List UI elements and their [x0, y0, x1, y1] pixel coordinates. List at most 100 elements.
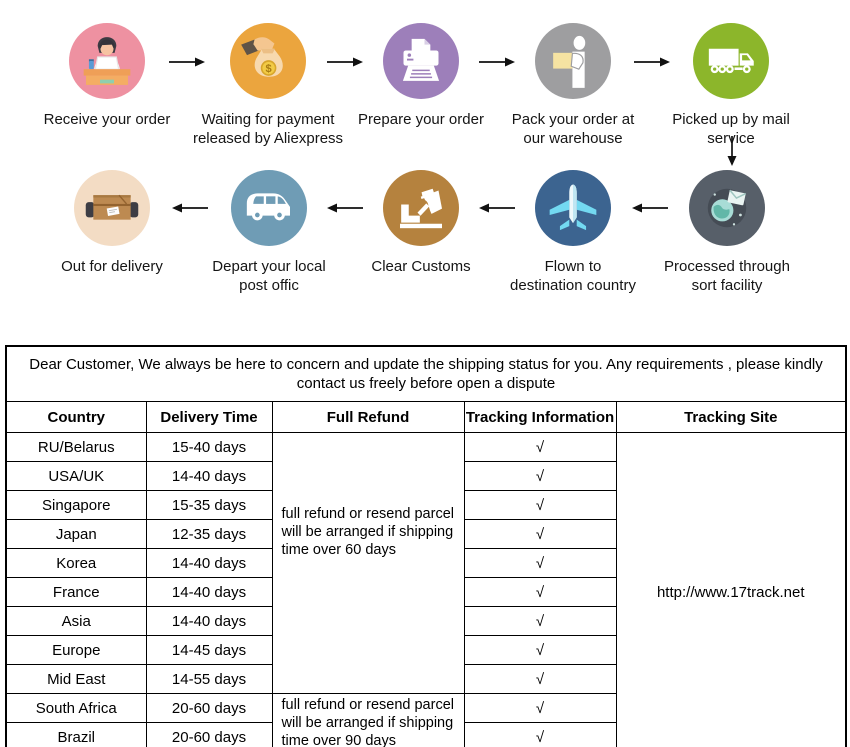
refund-policy-60-days: full refund or resend parcel will be arr…: [281, 506, 455, 558]
step-pack-order: Pack your order at our warehouse: [491, 23, 655, 148]
country-cell: Mid East: [5, 664, 147, 694]
col-header-country: Country: [5, 401, 147, 433]
table-row: Asia 14-40 days √: [5, 606, 846, 636]
step-label: Pack your order at our warehouse: [511, 111, 635, 147]
tracking-check: √: [463, 519, 617, 549]
delivery-time-cell: 14-40 days: [145, 606, 273, 636]
tracking-check: √: [463, 635, 617, 665]
country-cell: South Africa: [5, 693, 147, 723]
step-label: Prepare your order: [358, 111, 484, 128]
delivery-time-cell: 14-45 days: [145, 635, 273, 665]
table-row: Japan 12-35 days √: [5, 519, 846, 549]
arrow-left-icon: [172, 203, 208, 213]
tracking-site-cell: http://www.17track.net: [615, 432, 847, 747]
full-refund-cell: full refund or resend parcel will be arr…: [271, 432, 465, 694]
step-picked-up: Picked up by mail service: [649, 23, 813, 148]
country-cell: Singapore: [5, 490, 147, 520]
tracking-check: √: [463, 606, 617, 636]
tracking-check: √: [463, 432, 617, 462]
shipping-table: Dear Customer, We always be here to conc…: [5, 345, 848, 747]
country-cell: Asia: [5, 606, 147, 636]
arrow-right-icon: [479, 57, 515, 67]
step-prepare-order: Prepare your order: [339, 23, 503, 129]
refund-policy-90-days: full refund or resend parcel will be arr…: [281, 696, 455, 747]
step-label: Picked up by mail service: [672, 111, 790, 147]
tracking-check: √: [463, 693, 617, 723]
delivery-time-cell: 20-60 days: [145, 693, 273, 723]
col-header-tracking-information: Tracking Information: [463, 401, 617, 433]
delivery-time-cell: 14-40 days: [145, 577, 273, 607]
tracking-check: √: [463, 664, 617, 694]
arrow-down-icon: [727, 136, 737, 166]
table-row: Singapore 15-35 days √: [5, 490, 846, 520]
table-row: South Africa 20-60 days full refund or r…: [5, 693, 846, 747]
delivery-time-cell: 12-35 days: [145, 519, 273, 549]
table-row: USA/UK 14-40 days √: [5, 461, 846, 491]
country-cell: Korea: [5, 548, 147, 578]
shipping-process-diagram: Receive your order $ Waiting for payment…: [0, 0, 850, 345]
tracking-site-url: http://www.17track.net: [656, 583, 805, 601]
step-clear-customs: Clear Customs: [339, 170, 503, 276]
tracking-check: √: [463, 577, 617, 607]
tracking-check: √: [463, 490, 617, 520]
col-header-delivery-time: Delivery Time: [145, 401, 273, 433]
table-row: France 14-40 days √: [5, 577, 846, 607]
country-cell: Japan: [5, 519, 147, 549]
step-sort-facility: Processed through sort facility: [645, 170, 809, 295]
step-label: Flown to destination country: [510, 258, 636, 294]
package-hands-icon: [74, 170, 150, 246]
customs-officer-icon: [383, 170, 459, 246]
delivery-time-cell: 15-40 days: [145, 432, 273, 462]
table-row: Brazil 20-60 days √: [5, 722, 846, 747]
airplane-icon: [535, 170, 611, 246]
truck-icon: [693, 23, 769, 99]
step-depart-post-office: Depart your local post offic: [187, 170, 351, 295]
notice-row: Dear Customer, We always be here to conc…: [5, 345, 847, 402]
step-waiting-payment: $ Waiting for payment released by Aliexp…: [186, 23, 350, 148]
step-label: Waiting for payment released by Aliexpre…: [192, 111, 344, 147]
step-out-for-delivery: Out for delivery: [30, 170, 194, 276]
country-cell: Europe: [5, 635, 147, 665]
step-receive-order: Receive your order: [25, 23, 189, 129]
delivery-time-cell: 20-60 days: [145, 722, 273, 747]
header-row: Country Delivery Time Full Refund Tracki…: [5, 401, 847, 433]
arrow-left-icon: [479, 203, 515, 213]
country-cell: USA/UK: [5, 461, 147, 491]
delivery-time-cell: 14-40 days: [145, 461, 273, 491]
step-flown: Flown to destination country: [491, 170, 655, 295]
col-header-tracking-site: Tracking Site: [615, 401, 847, 433]
tracking-check: √: [463, 461, 617, 491]
printer-icon: [383, 23, 459, 99]
arrow-right-icon: [327, 57, 363, 67]
step-label: Out for delivery: [61, 258, 163, 275]
tracking-check: √: [463, 722, 617, 747]
col-header-full-refund: Full Refund: [271, 401, 465, 433]
money-bag-icon: $: [230, 23, 306, 99]
step-label: Receive your order: [43, 111, 171, 128]
table-row: RU/Belarus 15-40 days full refund or res…: [5, 432, 847, 747]
delivery-time-cell: 14-40 days: [145, 548, 273, 578]
arrow-left-icon: [327, 203, 363, 213]
delivery-time-cell: 15-35 days: [145, 490, 273, 520]
arrow-right-icon: [169, 57, 205, 67]
table-row: Europe 14-45 days √: [5, 635, 846, 665]
arrow-right-icon: [634, 57, 670, 67]
arrow-left-icon: [632, 203, 668, 213]
customer-notice: Dear Customer, We always be here to conc…: [5, 345, 847, 402]
delivery-time-cell: 14-55 days: [145, 664, 273, 694]
step-label: Depart your local post offic: [212, 258, 326, 294]
box-carry-icon: [535, 23, 611, 99]
country-cell: RU/Belarus: [5, 432, 147, 462]
step-label: Clear Customs: [371, 258, 471, 275]
country-cell: Brazil: [5, 722, 147, 747]
step-label: Processed through sort facility: [664, 258, 790, 294]
person-desk-icon: [69, 23, 145, 99]
globe-parcel-icon: [689, 170, 765, 246]
full-refund-cell: full refund or resend parcel will be arr…: [271, 693, 465, 747]
van-icon: [231, 170, 307, 246]
svg-text:$: $: [265, 63, 271, 75]
tracking-check: √: [463, 548, 617, 578]
table-row: Korea 14-40 days √: [5, 548, 846, 578]
country-cell: France: [5, 577, 147, 607]
